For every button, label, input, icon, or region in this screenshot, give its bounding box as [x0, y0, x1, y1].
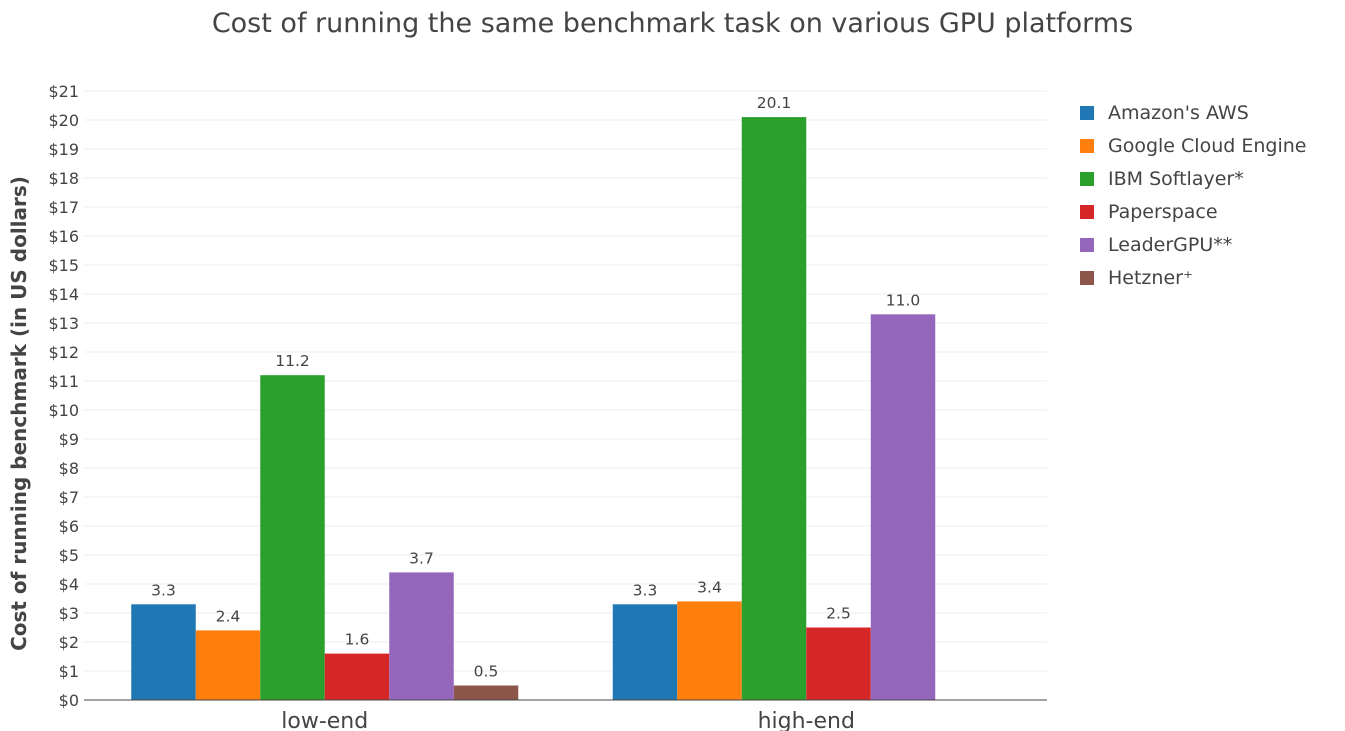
y-tick-label: $1 [59, 662, 79, 681]
y-tick-label: $14 [48, 285, 79, 304]
bars [131, 117, 936, 701]
legend-swatch [1080, 270, 1094, 285]
y-tick-label: $18 [48, 169, 79, 188]
bar [870, 314, 936, 700]
x-category-label: high-end [758, 709, 855, 731]
y-tick-label: $20 [48, 111, 79, 130]
y-axis-label: Cost of running benchmark (in US dollars… [7, 176, 31, 651]
y-tick-label: $7 [59, 488, 79, 507]
y-tick-label: $19 [48, 140, 79, 159]
y-tick-label: $12 [48, 343, 79, 362]
legend-swatch [1080, 171, 1094, 186]
bar [389, 572, 454, 700]
data-label: 1.6 [345, 631, 370, 649]
legend-item: IBM Softlayer* [1080, 162, 1306, 195]
legend-label: Google Cloud Engine [1108, 134, 1307, 157]
bar [677, 601, 742, 700]
y-tick-label: $0 [59, 691, 79, 710]
y-tick-label: $6 [59, 517, 79, 536]
y-tick-label: $10 [48, 401, 79, 420]
data-labels: 3.3 2.4 11.2 1.6 3.7 0.5 3.3 3.4 20.1 2.5 11.0 [151, 94, 920, 680]
y-tick-label: $13 [48, 314, 79, 333]
y-tick-label: $17 [48, 198, 79, 217]
legend-swatch [1080, 105, 1094, 120]
bar [612, 604, 678, 700]
legend: Amazon's AWS Google Cloud Engine IBM Softl… [1080, 96, 1306, 294]
data-label: 11.2 [275, 352, 310, 370]
bar [324, 653, 390, 700]
bar [260, 375, 325, 700]
data-label: 2.4 [216, 607, 241, 625]
y-axis-ticks: $0 $1 $2 $3 $4 $5 $6 $7 $8 $9 $10 $11 $12 $13 $14 $15 $1… [48, 82, 79, 710]
legend-item: Google Cloud Engine [1080, 129, 1306, 162]
data-label: 11.0 [886, 291, 921, 309]
data-label: 3.4 [697, 578, 722, 596]
legend-label: Paperspace [1108, 200, 1218, 223]
legend-item: Paperspace [1080, 195, 1306, 228]
bar [131, 604, 196, 700]
legend-label: Hetzner⁺ [1108, 266, 1193, 289]
legend-swatch [1080, 204, 1094, 219]
y-tick-label: $9 [59, 430, 79, 449]
legend-swatch [1080, 138, 1094, 153]
y-tick-label: $5 [59, 546, 79, 565]
legend-label: LeaderGPU** [1108, 233, 1233, 256]
data-label: 3.3 [633, 581, 658, 599]
x-category-label: low-end [281, 709, 368, 731]
data-label: 20.1 [757, 94, 792, 112]
chart-title: Cost of running the same benchmark task … [211, 8, 1134, 39]
legend-swatch [1080, 237, 1094, 252]
x-axis-categories: low-end high-end [281, 709, 855, 731]
legend-item: LeaderGPU** [1080, 228, 1306, 261]
y-tick-label: $2 [59, 633, 79, 652]
legend-item: Amazon's AWS [1080, 96, 1306, 129]
data-label: 2.5 [826, 605, 851, 623]
legend-label: Amazon's AWS [1108, 101, 1249, 124]
y-tick-label: $4 [59, 575, 79, 594]
y-tick-label: $16 [48, 227, 79, 246]
data-label: 3.7 [409, 549, 434, 567]
bar [806, 627, 871, 700]
y-tick-label: $11 [48, 372, 79, 391]
y-tick-label: $15 [48, 256, 79, 275]
y-tick-label: $3 [59, 604, 79, 623]
data-label: 0.5 [474, 663, 499, 681]
legend-item: Hetzner⁺ [1080, 261, 1306, 294]
bar [453, 685, 519, 700]
data-label: 3.3 [151, 581, 176, 599]
y-tick-label: $21 [48, 82, 79, 101]
legend-label: IBM Softlayer* [1108, 167, 1244, 190]
bar [741, 117, 807, 701]
y-tick-label: $8 [59, 459, 79, 478]
bar [195, 630, 261, 700]
